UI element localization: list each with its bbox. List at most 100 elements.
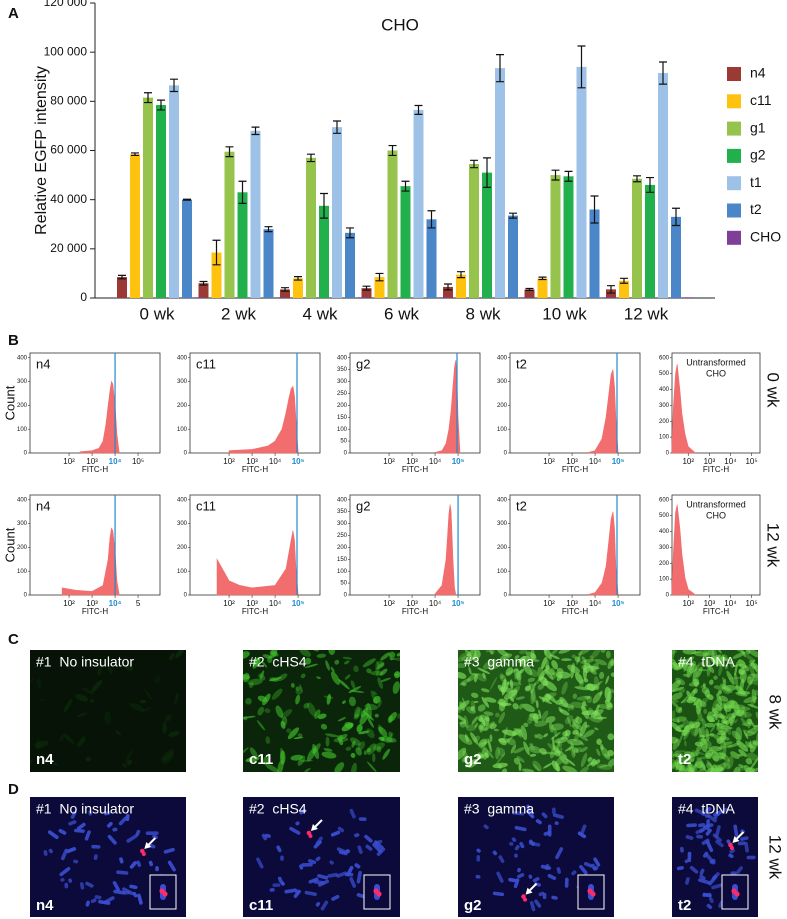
cell	[473, 674, 478, 683]
cell	[583, 729, 595, 738]
chromosome	[330, 830, 341, 837]
cell	[530, 653, 537, 660]
chromosome	[708, 875, 718, 886]
bar	[276, 297, 287, 298]
error-bar	[388, 144, 397, 157]
chromosome	[514, 845, 520, 851]
cell	[366, 747, 371, 753]
chromosome	[551, 895, 558, 900]
cell	[470, 732, 479, 745]
bar	[550, 175, 561, 298]
chromosome	[327, 872, 338, 878]
cell	[747, 676, 753, 685]
cell	[590, 709, 604, 718]
chromosome	[116, 870, 129, 875]
metaphase-image	[672, 797, 758, 917]
y-tick-label: 0	[666, 451, 670, 457]
chromosome	[295, 821, 300, 826]
cell	[541, 710, 549, 721]
cell	[307, 702, 317, 717]
bar	[280, 289, 290, 298]
chromosome	[74, 828, 85, 833]
chromosome	[299, 808, 307, 815]
cell	[304, 768, 311, 772]
error-bar	[199, 280, 208, 286]
chromosome	[373, 840, 384, 850]
cell	[500, 656, 507, 663]
cell	[243, 672, 250, 683]
cell	[77, 736, 86, 748]
cell	[458, 714, 467, 722]
cell	[704, 722, 716, 728]
chromosome	[129, 884, 138, 890]
histogram-area	[671, 364, 695, 454]
cell	[558, 747, 563, 755]
cell	[476, 752, 483, 759]
clone-label: t2	[678, 751, 691, 768]
cell	[379, 668, 388, 676]
cell	[36, 678, 42, 689]
x-tick-label: 0 wk	[140, 304, 175, 323]
cell	[711, 707, 720, 713]
cell	[696, 666, 703, 678]
chromosome	[152, 834, 158, 840]
cell	[576, 695, 591, 701]
cell	[504, 661, 509, 666]
bar	[495, 68, 505, 298]
cell	[471, 716, 478, 725]
cell	[162, 753, 174, 765]
chromosome	[277, 876, 283, 884]
cell	[746, 752, 758, 761]
chromosome	[571, 870, 577, 876]
cell	[695, 698, 702, 715]
cell	[477, 704, 486, 712]
cell	[129, 703, 144, 712]
cell	[275, 705, 284, 718]
cell	[519, 668, 524, 674]
bar	[632, 178, 642, 298]
cell	[481, 696, 490, 708]
y-tick-label: 300	[337, 379, 348, 385]
chromosome	[107, 834, 117, 845]
cell	[503, 689, 518, 700]
cell	[500, 674, 507, 682]
cell	[30, 759, 33, 766]
cell	[713, 675, 718, 680]
cell	[270, 650, 278, 659]
cell	[543, 650, 552, 660]
cell	[165, 714, 172, 722]
cell	[317, 713, 327, 720]
micrograph	[672, 650, 758, 772]
cell	[515, 696, 525, 700]
bar	[374, 277, 385, 298]
cell	[539, 748, 547, 755]
bar	[469, 164, 479, 298]
cell	[572, 693, 578, 699]
error-bar	[646, 176, 654, 193]
chromosome	[496, 871, 504, 883]
chromosome	[526, 804, 532, 815]
cell	[712, 751, 723, 756]
bar	[195, 297, 205, 298]
cell	[568, 744, 575, 752]
cell	[553, 745, 560, 754]
cell	[740, 717, 748, 727]
error-bar	[538, 276, 547, 281]
chromosome	[713, 811, 719, 820]
error-bar	[281, 287, 289, 292]
x-tick-label: 10⁵	[745, 457, 757, 466]
cell	[505, 668, 519, 675]
chromosome	[337, 826, 345, 833]
y-tick-label: 300	[17, 521, 28, 527]
cell	[377, 700, 382, 708]
chromosome	[475, 874, 481, 879]
y-tick-label: 100	[17, 569, 28, 575]
chromosome	[163, 847, 175, 854]
cell	[586, 710, 591, 716]
cell	[691, 750, 705, 755]
cell	[702, 738, 712, 747]
y-tick-label: 200	[337, 545, 348, 551]
cell	[487, 738, 492, 753]
cell	[465, 758, 477, 768]
